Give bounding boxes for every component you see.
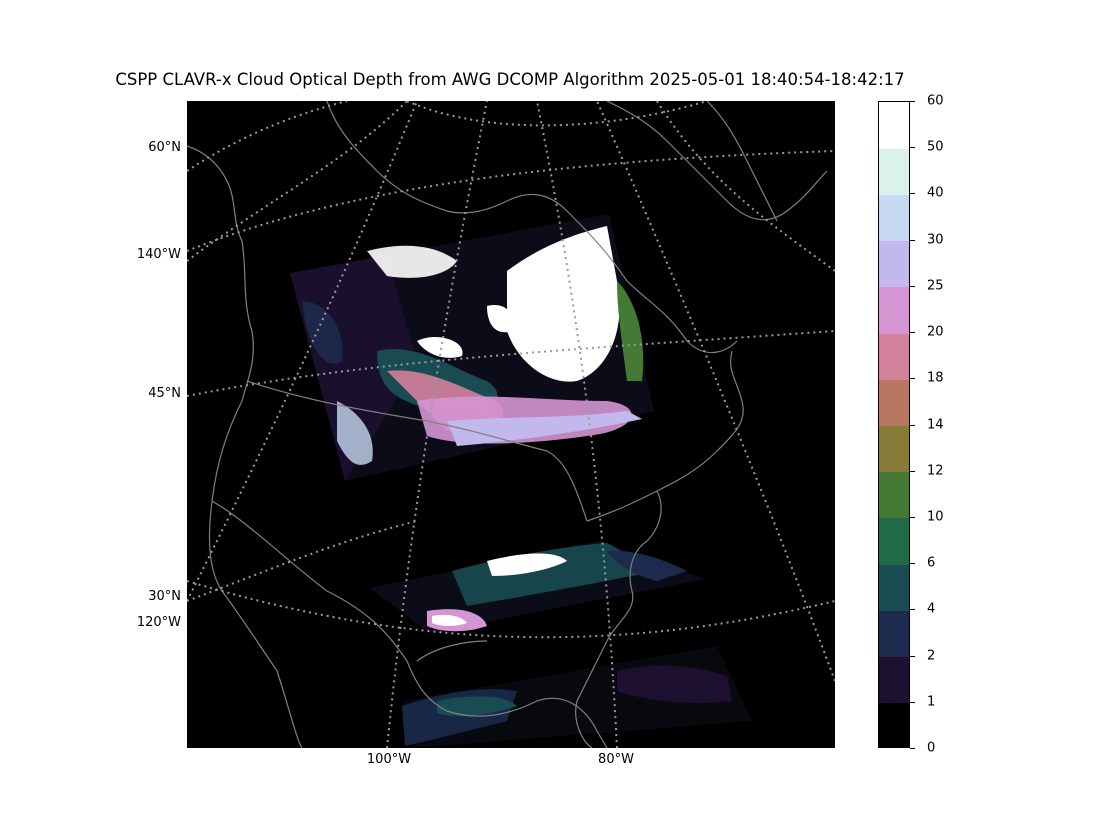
colorbar-tick-label: 12 xyxy=(927,463,944,479)
colorbar-tick-label: 2 xyxy=(927,648,936,664)
colorbar-tick-label: 40 xyxy=(927,185,944,201)
colorbar-tick xyxy=(910,748,915,749)
colorbar-segment xyxy=(879,333,909,380)
colorbar-tick xyxy=(910,563,915,565)
colorbar-segment xyxy=(879,286,909,334)
colorbar-tick xyxy=(910,285,915,287)
colorbar-segment xyxy=(879,517,909,565)
colorbar-tick-label: 50 xyxy=(927,139,944,155)
colorbar-segment xyxy=(879,656,909,704)
cloud-swath-south xyxy=(370,541,705,633)
colorbar-tick xyxy=(910,655,915,657)
lat-label-45n: 45°N xyxy=(148,386,181,401)
colorbar-tick-label: 60 xyxy=(927,93,944,109)
colorbar xyxy=(878,101,910,748)
lat-label-30n: 30°N xyxy=(148,589,181,604)
colorbar-tick-label: 14 xyxy=(927,417,944,432)
colorbar-segment xyxy=(879,148,909,195)
colorbar-segment xyxy=(879,102,909,149)
colorbar-segment xyxy=(879,564,909,611)
colorbar-tick xyxy=(910,516,915,518)
colorbar-tick xyxy=(910,701,915,703)
colorbar-tick xyxy=(910,193,915,195)
colorbar-segment xyxy=(879,240,909,288)
colorbar-tick-label: 10 xyxy=(927,509,944,525)
colorbar-tick-label: 0 xyxy=(927,740,936,756)
cloud-swath-north xyxy=(290,214,654,481)
colorbar-segment xyxy=(879,471,909,519)
colorbar-tick xyxy=(910,470,915,472)
lon-label-80w: 80°W xyxy=(598,752,634,767)
colorbar-tick-label: 20 xyxy=(927,324,944,340)
cloud-swath-gulf xyxy=(402,646,752,748)
colorbar-tick xyxy=(910,609,915,611)
colorbar-segment xyxy=(879,194,909,242)
lon-label-120w: 120°W xyxy=(136,615,181,630)
colorbar-tick xyxy=(910,378,915,380)
colorbar-tick xyxy=(910,332,915,334)
colorbar-segment xyxy=(879,379,909,426)
colorbar-segment xyxy=(879,610,909,658)
colorbar-segment xyxy=(879,425,909,473)
colorbar-tick-label: 4 xyxy=(927,601,936,617)
map-panel[interactable] xyxy=(187,101,835,748)
colorbar-tick-label: 25 xyxy=(927,278,944,294)
chart-title: CSPP CLAVR-x Cloud Optical Depth from AW… xyxy=(115,70,905,89)
colorbar-tick-label: 1 xyxy=(927,694,936,710)
colorbar-tick-label: 30 xyxy=(927,232,944,248)
colorbar-tick xyxy=(910,424,915,426)
colorbar-tick-label: 18 xyxy=(927,370,944,386)
colorbar-tick xyxy=(910,101,915,102)
coastlines xyxy=(187,101,828,748)
colorbar-segment xyxy=(879,702,909,747)
lat-label-60n: 60°N xyxy=(148,140,181,155)
colorbar-tick-label: 6 xyxy=(927,555,936,571)
map-canvas xyxy=(187,101,835,748)
colorbar-tick xyxy=(910,147,915,149)
lon-label-140w: 140°W xyxy=(136,247,181,262)
graticule xyxy=(187,101,835,748)
colorbar-tick xyxy=(910,239,915,241)
lon-label-100w: 100°W xyxy=(366,752,412,767)
